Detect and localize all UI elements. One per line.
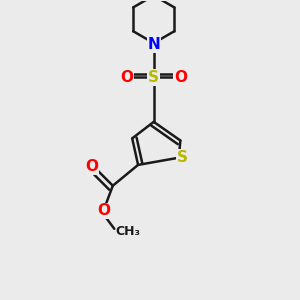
Text: O: O — [98, 203, 110, 218]
Text: O: O — [85, 159, 98, 174]
Text: S: S — [177, 150, 188, 165]
Text: O: O — [174, 70, 187, 85]
Text: CH₃: CH₃ — [116, 225, 141, 238]
Text: O: O — [121, 70, 134, 85]
Text: N: N — [147, 37, 160, 52]
Text: S: S — [148, 70, 159, 85]
